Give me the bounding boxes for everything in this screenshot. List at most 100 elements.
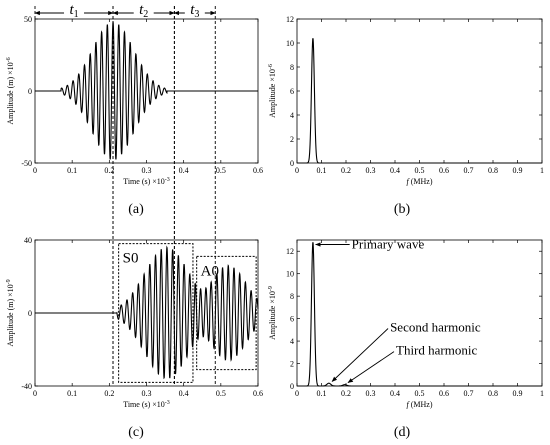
time-window-label-sub: 3 bbox=[194, 9, 199, 20]
x-axis-label-exp: -3 bbox=[165, 177, 170, 183]
x-tick-label: 0.8 bbox=[488, 166, 498, 175]
x-tick-label: 0.6 bbox=[439, 389, 449, 398]
x-axis-label-exp: -3 bbox=[165, 400, 170, 406]
y-tick-label: 12 bbox=[286, 247, 294, 256]
y-axis-label-text: Amplitude (m) ×10 bbox=[6, 284, 15, 346]
x-axis-label-text: Time (s) ×10 bbox=[123, 177, 165, 186]
panel-caption: (c) bbox=[128, 425, 144, 440]
y-tick-label: -50 bbox=[21, 159, 32, 168]
y-tick-label: 40 bbox=[24, 236, 32, 245]
annotation-arrow bbox=[347, 351, 395, 384]
y-axis-label: Amplitude (m) ×10-6 bbox=[6, 57, 15, 124]
y-axis-label: Amplitude (m) ×10-9 bbox=[6, 279, 15, 346]
y-tick-label: 10 bbox=[286, 39, 294, 48]
x-axis-label-unit: (MHz) bbox=[409, 400, 433, 409]
x-tick-label: 0.3 bbox=[142, 389, 152, 398]
time-window-label-var: t bbox=[190, 2, 195, 18]
y-tick-label: 0 bbox=[290, 159, 294, 168]
series-line bbox=[35, 245, 259, 380]
x-tick-label: 0.5 bbox=[415, 389, 425, 398]
x-axis-label: f (MHz) bbox=[406, 177, 432, 186]
annotation-label: Third harmonic bbox=[396, 343, 477, 358]
time-window-label: t2 bbox=[139, 2, 148, 20]
annotation-label: Primary wave bbox=[352, 236, 425, 251]
time-window-label: t3 bbox=[190, 2, 199, 20]
y-axis-label: Amplitude ×10-9 bbox=[268, 286, 277, 340]
x-tick-label: 0 bbox=[295, 389, 299, 398]
time-window-label-bg bbox=[184, 1, 205, 17]
x-tick-label: 0.1 bbox=[67, 389, 77, 398]
x-tick-label: 0.1 bbox=[67, 166, 77, 175]
mode-box-s0 bbox=[118, 243, 194, 383]
y-tick-label: 8 bbox=[290, 63, 294, 72]
x-tick-label: 0.5 bbox=[216, 389, 226, 398]
x-tick-label: 1 bbox=[540, 166, 544, 175]
y-axis-label-exp: -9 bbox=[6, 279, 12, 284]
x-tick-label: 0.9 bbox=[513, 389, 523, 398]
x-tick-label: 0.4 bbox=[390, 389, 400, 398]
x-tick-label: 0.1 bbox=[317, 389, 327, 398]
y-tick-label: 2 bbox=[290, 360, 294, 369]
mode-label: S0 bbox=[123, 251, 139, 267]
x-tick-label: 0.6 bbox=[439, 166, 449, 175]
x-axis-label: Time (s) ×10-3 bbox=[123, 177, 170, 186]
y-tick-label: 6 bbox=[290, 315, 294, 324]
x-tick-label: 0 bbox=[33, 166, 37, 175]
x-axis-label: f (MHz) bbox=[406, 400, 432, 409]
x-tick-label: 0 bbox=[33, 389, 37, 398]
y-axis-label-text: Amplitude (m) ×10 bbox=[6, 62, 15, 124]
x-tick-label: 0.4 bbox=[179, 166, 189, 175]
y-tick-label: 12 bbox=[286, 15, 294, 24]
x-tick-label: 0.5 bbox=[216, 166, 226, 175]
time-windows: t1 t2 t3 bbox=[34, 1, 216, 386]
y-tick-label: 6 bbox=[290, 87, 294, 96]
y-tick-label: 2 bbox=[290, 135, 294, 144]
y-axis-label: Amplitude ×10-6 bbox=[268, 64, 277, 118]
time-window-label: t1 bbox=[69, 2, 78, 20]
y-axis-label-text: Amplitude ×10 bbox=[268, 291, 277, 340]
mode-label: A0 bbox=[201, 263, 219, 279]
panel-caption: (a) bbox=[128, 202, 144, 217]
x-axis-label-var: f bbox=[406, 400, 410, 409]
x-axis-label-text: Time (s) ×10 bbox=[123, 400, 165, 409]
y-tick-label: 10 bbox=[286, 270, 294, 279]
y-axis-label-exp: -6 bbox=[6, 57, 12, 62]
x-tick-label: 0.8 bbox=[488, 389, 498, 398]
x-tick-label: 0.6 bbox=[253, 389, 263, 398]
y-tick-label: 0 bbox=[28, 309, 32, 318]
x-tick-label: 0.3 bbox=[366, 389, 376, 398]
y-tick-label: -40 bbox=[21, 382, 32, 391]
y-tick-label: 8 bbox=[290, 292, 294, 301]
x-tick-label: 0.4 bbox=[390, 166, 400, 175]
x-tick-label: 0.4 bbox=[179, 389, 189, 398]
y-tick-label: 4 bbox=[290, 337, 294, 346]
annotation-label: Second harmonic bbox=[390, 320, 481, 335]
time-window-label-var: t bbox=[69, 2, 74, 18]
x-tick-label: 0.1 bbox=[317, 166, 327, 175]
plot-frame bbox=[296, 18, 543, 164]
y-axis-label-exp: -6 bbox=[268, 64, 274, 69]
y-tick-label: 50 bbox=[24, 15, 32, 24]
annotation-arrow bbox=[331, 328, 389, 382]
x-tick-label: 0.2 bbox=[104, 166, 114, 175]
x-tick-label: 0.5 bbox=[415, 166, 425, 175]
mode-box-a0 bbox=[196, 255, 257, 371]
panel-d: 0 0.1 0.2 0.3 0.4 0.5 0.6 0.7 0.8 0.9 1024681012f … bbox=[268, 236, 544, 440]
x-axis-label-unit: (MHz) bbox=[409, 177, 433, 186]
x-tick-label: 0.2 bbox=[341, 389, 351, 398]
y-tick-label: 0 bbox=[290, 382, 294, 391]
plot-frame bbox=[296, 239, 543, 387]
y-axis-label-text: Amplitude ×10 bbox=[268, 69, 277, 118]
y-tick-label: 4 bbox=[290, 111, 294, 120]
x-axis-label-var: f bbox=[406, 177, 410, 186]
panel-caption: (b) bbox=[394, 202, 411, 217]
series-line bbox=[35, 21, 258, 160]
series-line bbox=[297, 38, 542, 164]
x-tick-label: 0.9 bbox=[513, 166, 523, 175]
series-line bbox=[297, 242, 542, 387]
x-tick-label: 0.3 bbox=[142, 166, 152, 175]
